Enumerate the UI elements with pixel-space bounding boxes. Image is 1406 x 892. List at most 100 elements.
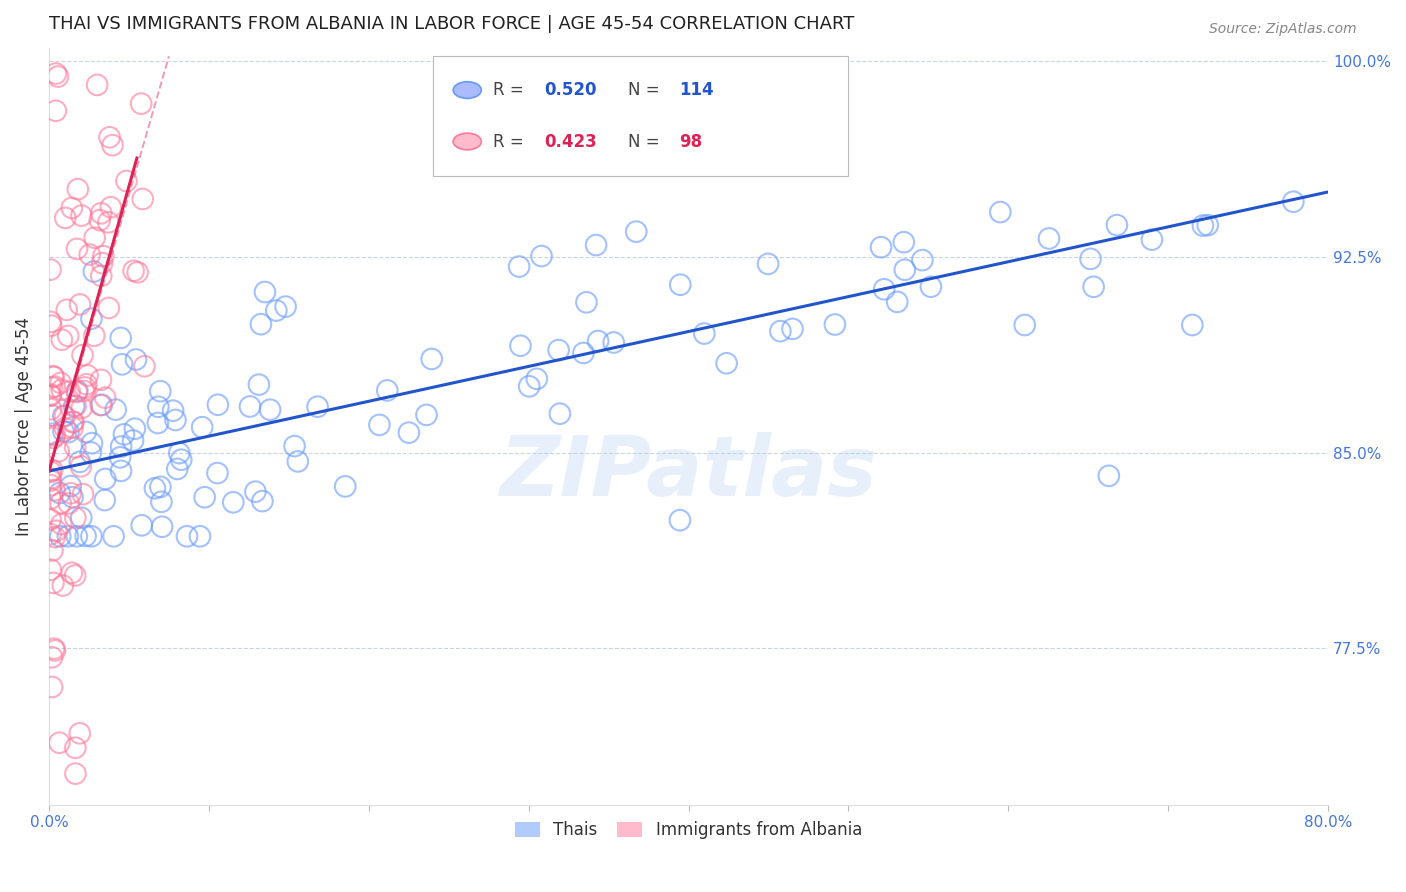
Text: 0.520: 0.520 [544, 81, 596, 99]
Point [1038, 231, 1060, 245]
Point [508, 260, 530, 274]
Point [415, 408, 437, 422]
Point [97, 215, 120, 229]
Point [100, 200, 122, 214]
Text: THAI VS IMMIGRANTS FROM ALBANIA IN LABOR FORCE | AGE 45-54 CORRELATION CHART: THAI VS IMMIGRANTS FROM ALBANIA IN LABOR… [49, 15, 855, 33]
Point [149, 480, 172, 494]
Point [39, 465, 62, 479]
Point [253, 285, 276, 299]
Point [94, 391, 117, 405]
Point [191, 420, 214, 434]
FancyBboxPatch shape [433, 56, 848, 176]
Point [66, 529, 89, 543]
Point [49, 376, 72, 390]
Point [41, 543, 63, 558]
Point [274, 300, 297, 314]
Point [115, 174, 138, 188]
Point [69, 459, 91, 474]
Text: ZIPatlas: ZIPatlas [499, 432, 877, 513]
Point [58, 425, 80, 440]
Point [56, 529, 79, 543]
Point [65, 441, 87, 455]
Point [66, 384, 89, 398]
Point [39, 512, 62, 526]
Point [59, 479, 82, 493]
Point [1181, 318, 1204, 332]
Point [59, 486, 82, 500]
Point [52, 425, 75, 439]
Point [146, 416, 169, 430]
Point [65, 766, 87, 780]
Point [176, 529, 198, 543]
Point [83, 328, 105, 343]
Point [94, 493, 117, 508]
Point [44, 428, 66, 442]
Point [188, 529, 211, 543]
Point [52, 409, 75, 423]
Point [420, 351, 443, 366]
Point [572, 346, 595, 360]
Point [122, 434, 145, 448]
Point [602, 335, 624, 350]
Point [48, 736, 70, 750]
Point [920, 279, 942, 293]
Point [42, 641, 65, 656]
Point [134, 359, 156, 374]
Point [60, 566, 83, 580]
Point [80, 529, 103, 543]
Point [39, 262, 62, 277]
Point [111, 357, 134, 371]
Point [70, 510, 93, 524]
Point [548, 407, 571, 421]
Point [39, 389, 62, 403]
Point [894, 262, 917, 277]
Circle shape [453, 133, 481, 150]
Point [97, 301, 120, 315]
Point [150, 520, 173, 534]
Point [41, 463, 63, 477]
Point [207, 466, 229, 480]
Point [669, 277, 692, 292]
Point [44, 483, 66, 498]
Point [72, 487, 94, 501]
Point [586, 334, 609, 348]
Point [48, 444, 70, 458]
Text: 0.423: 0.423 [544, 133, 596, 151]
Point [162, 403, 184, 417]
Point [73, 380, 96, 394]
Point [39, 402, 62, 417]
Point [90, 398, 112, 412]
Point [245, 484, 267, 499]
Point [66, 242, 89, 256]
Point [124, 422, 146, 436]
Point [60, 201, 83, 215]
Point [398, 425, 420, 440]
Point [756, 257, 779, 271]
Point [526, 372, 548, 386]
Point [90, 398, 112, 412]
Circle shape [453, 82, 481, 98]
Point [769, 324, 792, 338]
Point [65, 399, 87, 413]
Point [39, 472, 62, 486]
Point [886, 294, 908, 309]
Point [94, 472, 117, 486]
Point [62, 420, 84, 434]
Point [517, 379, 540, 393]
Point [62, 415, 84, 429]
Point [98, 130, 121, 145]
Point [62, 490, 84, 504]
Point [42, 370, 65, 384]
Point [83, 264, 105, 278]
Point [166, 462, 188, 476]
Point [509, 339, 531, 353]
Point [239, 400, 262, 414]
Point [207, 398, 229, 412]
Point [110, 440, 132, 454]
Point [75, 425, 97, 439]
Point [104, 402, 127, 417]
Point [91, 249, 114, 263]
Point [873, 282, 896, 296]
Point [52, 578, 75, 592]
Point [287, 454, 309, 468]
